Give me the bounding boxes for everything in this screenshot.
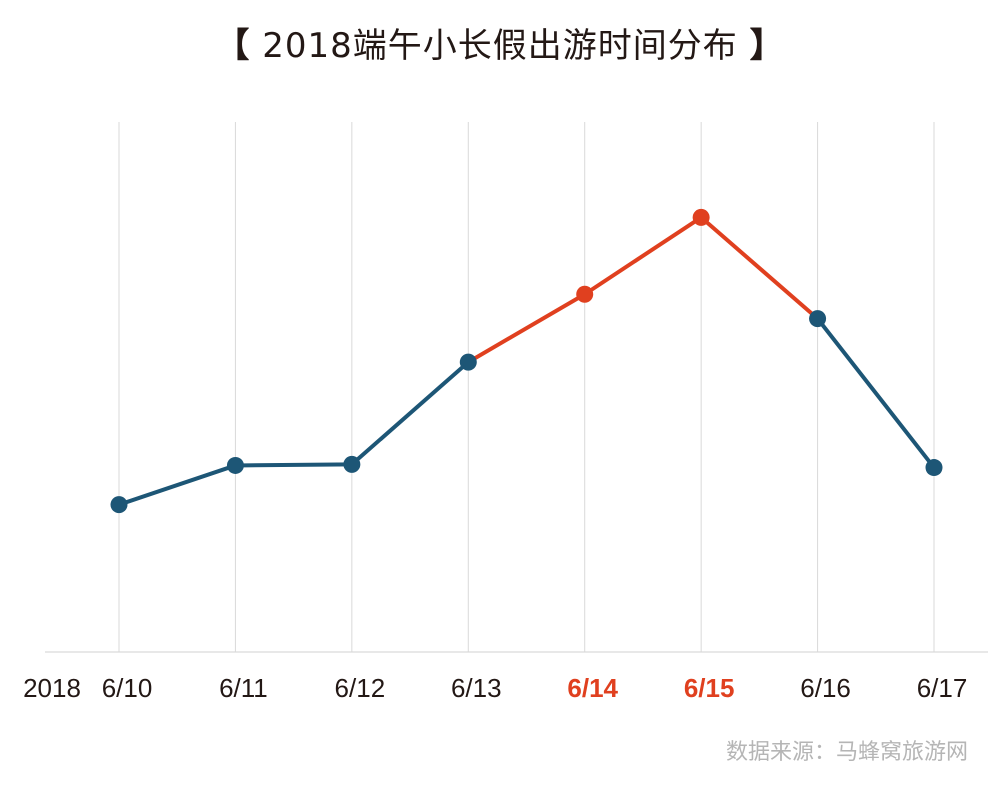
data-point-6-16: [809, 310, 827, 328]
tick-label-6-13: 6/13: [451, 673, 502, 703]
year-label: 2018: [23, 673, 81, 703]
data-point-6-14: [576, 285, 594, 303]
line-segment-6-16-to-6-17: [815, 316, 936, 470]
title-open-bracket: 【: [215, 26, 251, 66]
line-segment-6-15-to-6-16: [699, 215, 820, 321]
data-point-6-10: [110, 496, 128, 514]
tick-label-6-17: 6/17: [917, 673, 968, 703]
chart-title: 【 2018端午小长假出游时间分布 】: [0, 18, 1000, 67]
data-point-6-17: [925, 459, 943, 477]
tick-label-6-10: 6/10: [102, 673, 153, 703]
data-point-6-13: [459, 353, 477, 371]
series-lines: [117, 215, 936, 507]
data-source: 数据来源：马蜂窝旅游网: [725, 740, 968, 765]
tick-label-6-15: 6/15: [684, 673, 735, 703]
line-segment-6-14-to-6-15: [582, 215, 704, 297]
line-segment-6-13-to-6-14: [466, 292, 587, 365]
line-segment-6-10-to-6-11: [117, 463, 238, 507]
data-point-6-12: [343, 455, 361, 473]
line-segment-6-12-to-6-13: [349, 360, 471, 467]
title-text: 2018端午小长假出游时间分布: [250, 26, 750, 66]
tick-label-6-16: 6/16: [800, 673, 851, 703]
data-point-6-11: [226, 456, 244, 474]
title-close-bracket: 】: [749, 26, 785, 66]
series-points: [110, 208, 943, 514]
grid-lines: [118, 122, 935, 652]
x-tick-labels: 6/10 6/11 6/12 6/13 6/14 6/15 6/16 6/17: [102, 673, 968, 703]
data-point-6-15: [692, 208, 710, 226]
tick-label-6-11: 6/11: [219, 673, 268, 703]
tick-label-6-12: 6/12: [335, 673, 386, 703]
line-segment-6-11-to-6-12: [233, 462, 354, 468]
tick-label-6-14: 6/14: [567, 673, 618, 703]
